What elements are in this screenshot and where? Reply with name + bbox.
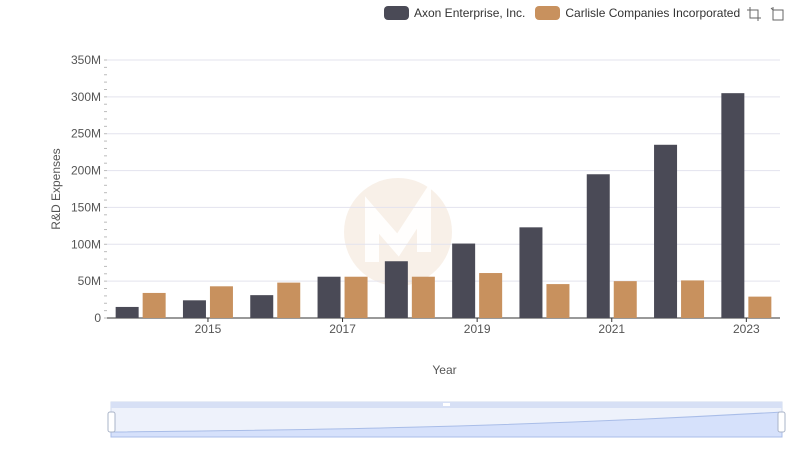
bar-axon-2015[interactable] (182, 300, 206, 318)
zoom-icon[interactable] (746, 6, 762, 22)
bar-carlisle-2020[interactable] (546, 284, 570, 318)
legend-item-carlisle[interactable]: Carlisle Companies Incorporated (535, 6, 740, 20)
y-tick-label: 200M (71, 164, 101, 178)
legend: Axon Enterprise, Inc. Carlisle Companies… (384, 4, 750, 22)
y-tick-label: 250M (71, 127, 101, 141)
y-tick-label: 50M (78, 274, 101, 288)
bar-carlisle-2021[interactable] (613, 281, 637, 318)
bar-axon-2014[interactable] (115, 306, 139, 318)
x-tick-label: 2023 (733, 322, 760, 336)
datazoom-preview-area (110, 411, 783, 438)
bar-carlisle-2016[interactable] (277, 282, 301, 318)
bar-carlisle-2022[interactable] (681, 280, 705, 318)
y-axis-title: R&D Expenses (49, 148, 63, 229)
legend-swatch-carlisle (535, 6, 561, 20)
y-tick-label: 0 (94, 311, 101, 325)
datazoom-drag-icon[interactable] (443, 403, 450, 406)
bar-axon-2023[interactable] (721, 93, 745, 319)
bar-axon-2022[interactable] (654, 144, 678, 318)
bar-carlisle-2019[interactable] (479, 273, 503, 318)
legend-label-axon: Axon Enterprise, Inc. (414, 6, 526, 20)
x-tick-label: 2015 (195, 322, 222, 336)
bar-axon-2020[interactable] (519, 227, 543, 318)
legend-label-carlisle: Carlisle Companies Incorporated (565, 6, 741, 20)
bar-axon-2016[interactable] (250, 295, 274, 318)
bar-axon-2017[interactable] (317, 276, 341, 318)
zoom-reset-icon[interactable] (770, 6, 786, 22)
datazoom-left-handle[interactable] (107, 411, 116, 433)
x-axis-title: Year (432, 363, 456, 377)
y-tick-label: 300M (71, 90, 101, 104)
bar-axon-2019[interactable] (452, 243, 476, 318)
x-tick-label: 2021 (598, 322, 625, 336)
bar-axon-2018[interactable] (384, 261, 408, 318)
watermark-logo-mark (365, 181, 431, 262)
x-tick-label: 2017 (329, 322, 356, 336)
bar-carlisle-2014[interactable] (142, 292, 166, 318)
x-tick-label: 2019 (464, 322, 491, 336)
y-tick-label: 150M (71, 200, 101, 214)
bar-carlisle-2015[interactable] (209, 286, 233, 318)
legend-swatch-axon (384, 6, 409, 20)
y-tick-label: 100M (71, 237, 101, 251)
y-tick-label: 350M (71, 53, 101, 67)
datazoom-right-handle[interactable] (777, 411, 786, 433)
toolbox (746, 6, 786, 22)
legend-item-axon[interactable]: Axon Enterprise, Inc. (384, 6, 525, 20)
bar-carlisle-2018[interactable] (411, 276, 435, 318)
bar-carlisle-2023[interactable] (748, 296, 772, 318)
bar-axon-2021[interactable] (586, 174, 610, 318)
bar-carlisle-2017[interactable] (344, 276, 368, 318)
